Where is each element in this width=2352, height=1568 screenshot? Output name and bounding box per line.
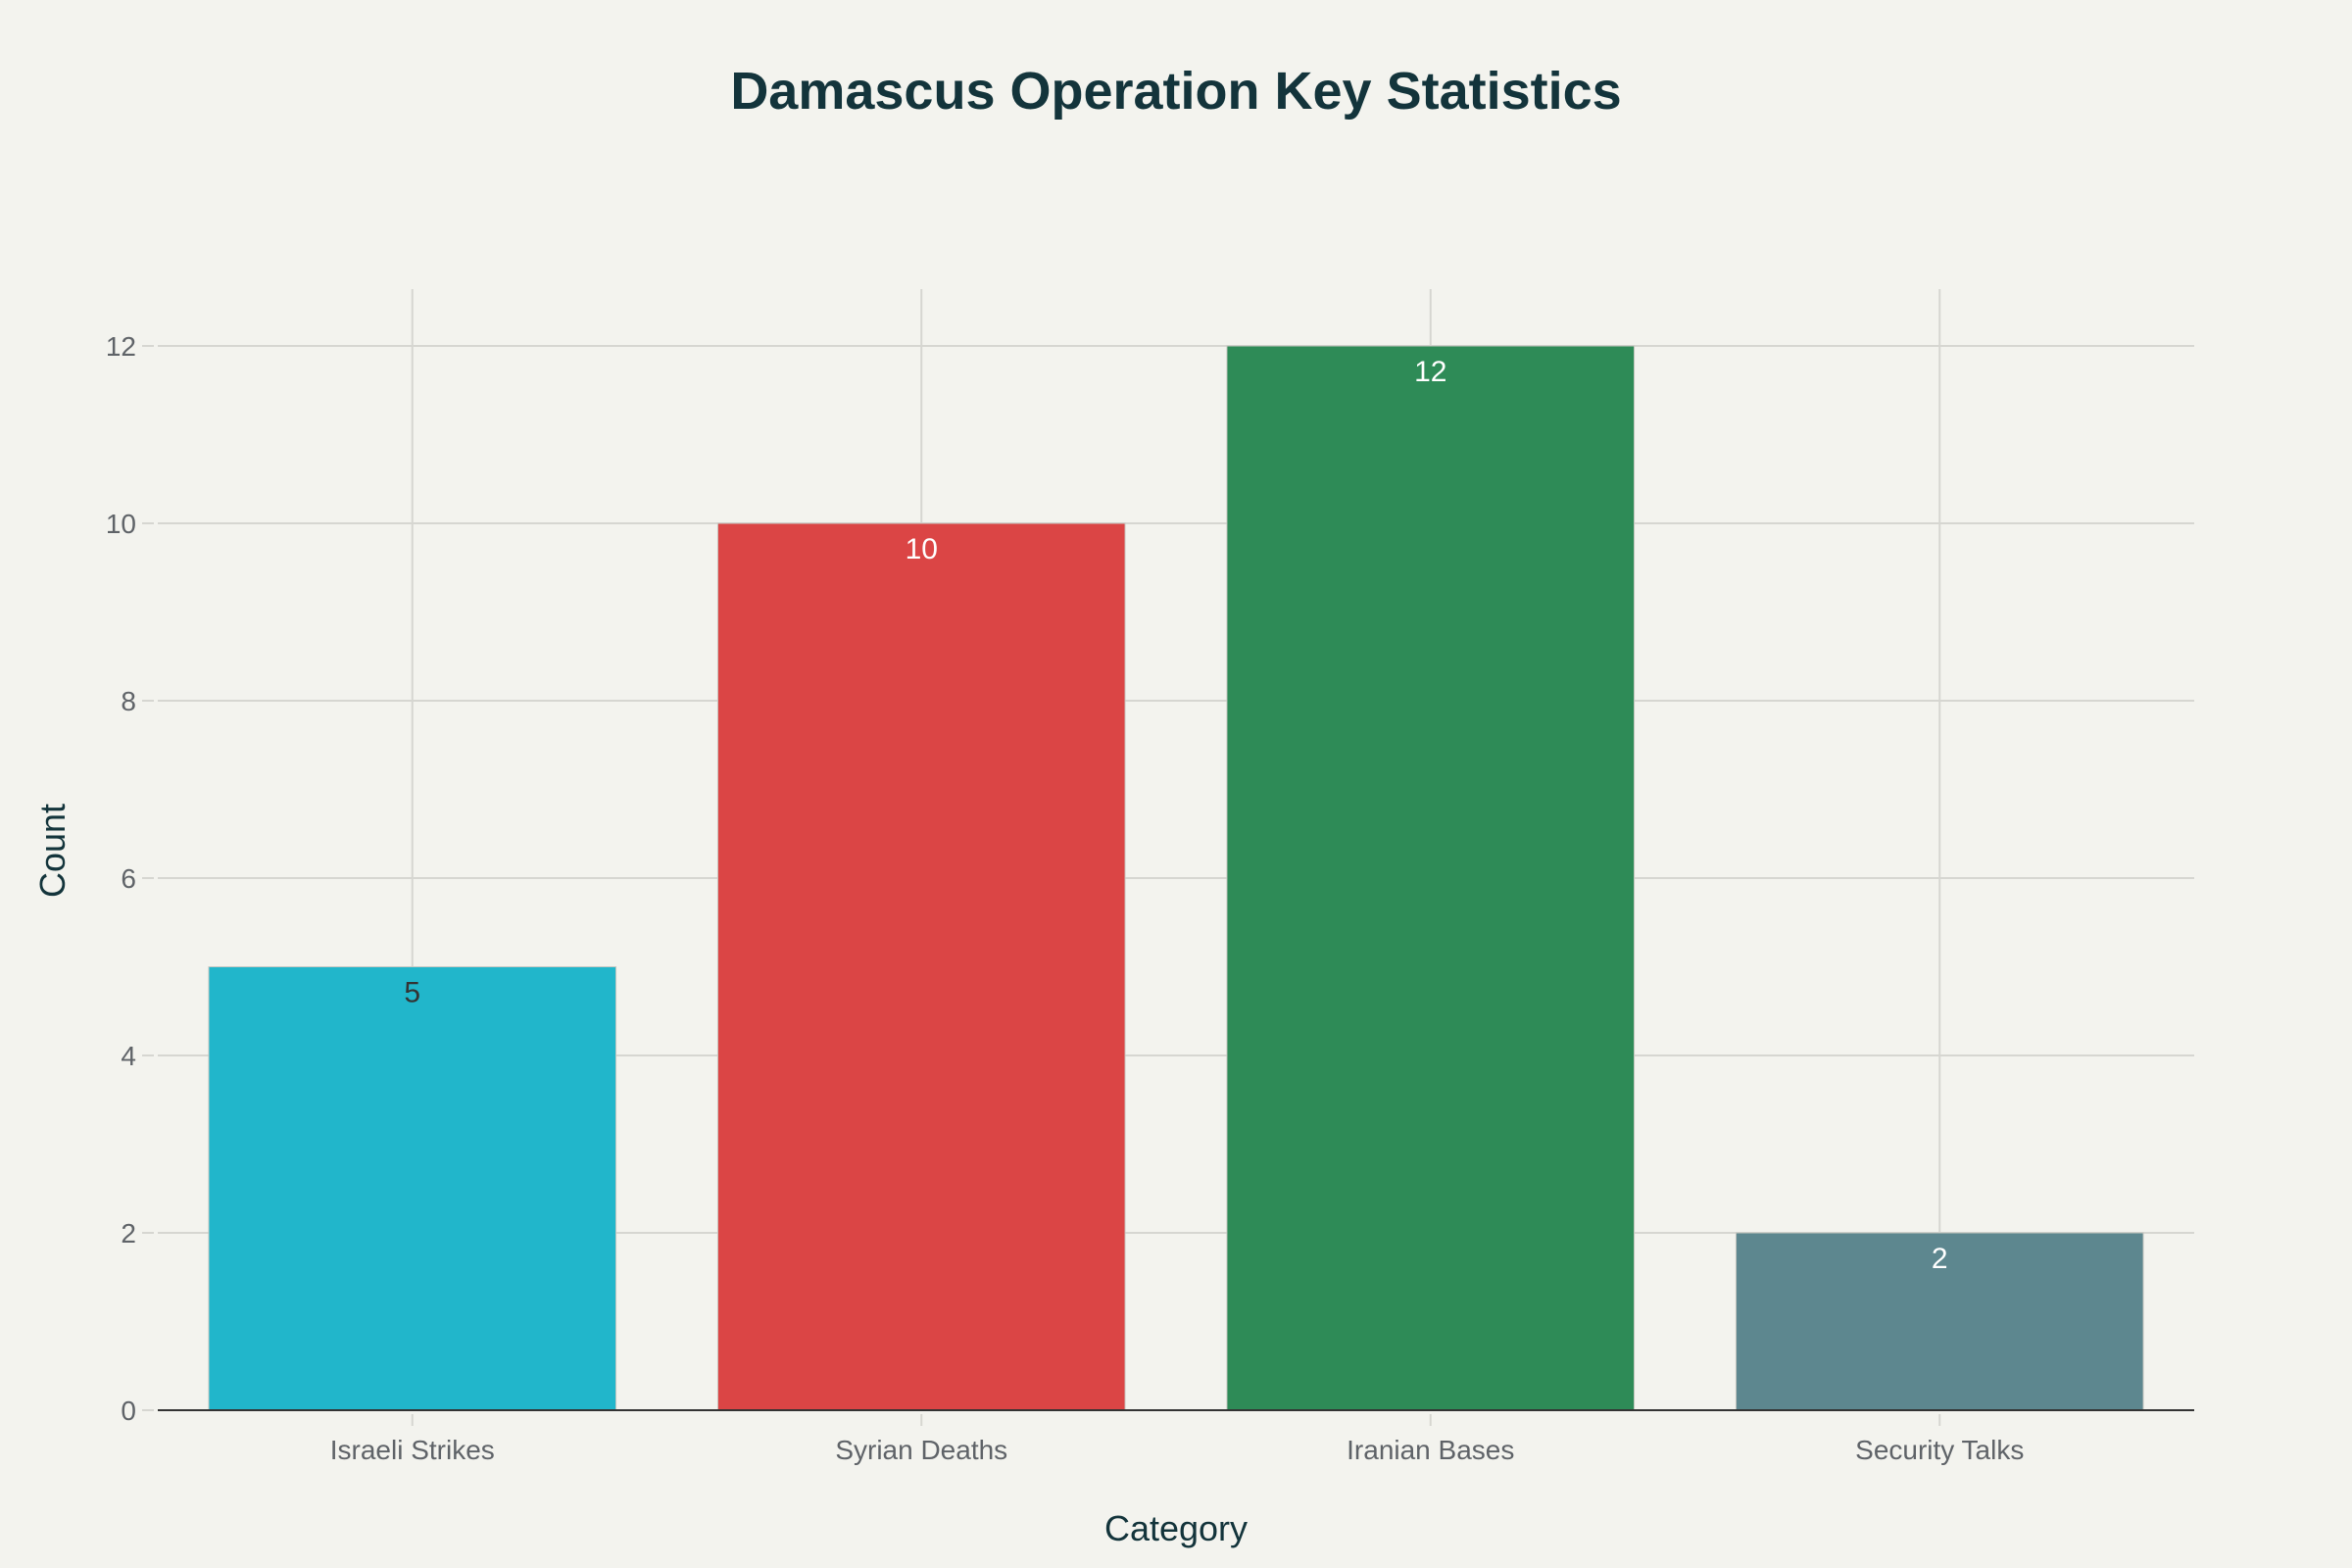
bar-data-label: 5 [404, 977, 420, 1009]
x-tick-label: Syrian Deaths [835, 1435, 1007, 1465]
bar-syrian-deaths [716, 522, 1126, 1411]
y-tick-label: 4 [121, 1041, 136, 1071]
y-tick-label: 2 [121, 1218, 136, 1249]
bar-data-label: 12 [1414, 356, 1446, 388]
bar-data-label: 10 [906, 533, 938, 565]
x-tick-label: Iranian Bases [1347, 1435, 1514, 1465]
y-axis-title: Count [32, 804, 73, 898]
y-tick-label: 10 [106, 509, 136, 539]
bar-iranian-bases [1226, 345, 1636, 1411]
y-tick-label: 8 [121, 686, 136, 716]
y-tick-label: 12 [106, 331, 136, 362]
y-tick-label: 0 [121, 1396, 136, 1426]
chart-title: Damascus Operation Key Statistics [730, 62, 1622, 121]
bar-israeli-strikes [208, 966, 617, 1411]
x-axis-title: Category [1104, 1508, 1248, 1548]
bar-security-talks [1735, 1232, 2144, 1411]
x-tick-label: Israeli Strikes [330, 1435, 495, 1465]
y-tick-label: 6 [121, 863, 136, 894]
bar-data-label: 2 [1932, 1243, 1948, 1275]
x-tick-label: Security Talks [1855, 1435, 2024, 1465]
